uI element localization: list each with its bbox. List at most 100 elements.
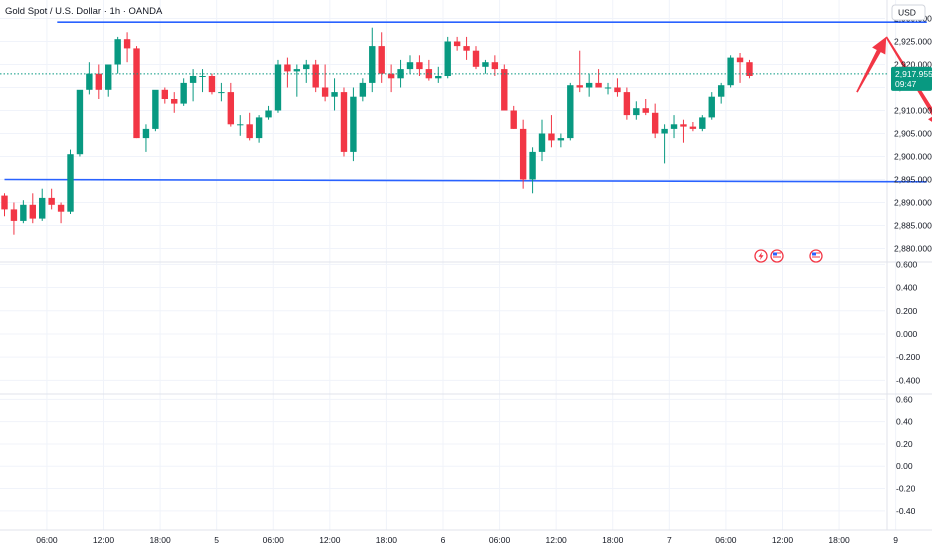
- candle-body: [519, 128, 527, 180]
- candle-body: [614, 87, 621, 93]
- lightning-event-icon[interactable]: [754, 249, 768, 263]
- candle: [218, 82, 225, 102]
- candle: [123, 32, 131, 63]
- candle-body: [274, 64, 282, 111]
- candle-body: [171, 99, 178, 104]
- y-tick-label: 2,910.000: [894, 106, 932, 116]
- candle-body: [123, 39, 131, 49]
- candle: [435, 66, 442, 83]
- y-tick-label: 0.40: [896, 417, 913, 427]
- candle: [642, 99, 649, 116]
- x-tick-label: 06:00: [715, 535, 737, 545]
- candle-body: [265, 110, 272, 118]
- candle: [86, 62, 93, 95]
- candle: [1, 193, 8, 217]
- us-flag-event-icon[interactable]: [770, 249, 784, 263]
- candle: [680, 119, 687, 143]
- y-tick-label: 2,920.000: [894, 60, 932, 70]
- candle-body: [623, 92, 631, 116]
- candlesticks: [1, 27, 753, 235]
- candle-body: [604, 87, 612, 89]
- candle: [114, 36, 121, 74]
- forecast-arrows: [856, 36, 932, 122]
- time-axis[interactable]: 06:00 12:00 18:00 5 06:00 12:00 18:00 6 06:00 12:…: [36, 535, 898, 545]
- candle: [284, 57, 291, 88]
- candle: [557, 133, 565, 148]
- candle: [142, 124, 150, 152]
- candle-body: [727, 57, 734, 86]
- candle-body: [633, 108, 640, 116]
- candle-body: [595, 82, 602, 88]
- y-tick-label: 0.20: [896, 439, 913, 449]
- candle: [717, 82, 725, 104]
- candle: [585, 73, 593, 97]
- candle-body: [312, 64, 319, 88]
- x-tick-label: 5: [214, 535, 219, 545]
- candle: [397, 59, 404, 88]
- candle: [161, 87, 169, 104]
- candle: [67, 149, 74, 214]
- y-tick-label: 0.600: [896, 259, 918, 269]
- candle: [255, 115, 263, 143]
- candle: [359, 78, 367, 102]
- candle: [519, 119, 527, 189]
- price-axis[interactable]: 2,930.0002,925.0002,920.0002,915.0002,91…: [894, 14, 932, 516]
- candle: [208, 73, 216, 95]
- candle-body: [331, 92, 338, 97]
- candle-body: [510, 110, 517, 129]
- y-tick-label: 0.60: [896, 394, 913, 404]
- candle-body: [680, 124, 687, 127]
- candle-body: [472, 50, 480, 67]
- candle-body: [585, 82, 593, 88]
- candle-body: [425, 69, 433, 79]
- candle-body: [567, 85, 574, 139]
- candle: [189, 69, 197, 102]
- us-flag-event-icon[interactable]: [809, 249, 823, 263]
- candle: [199, 69, 206, 93]
- candle: [576, 50, 583, 93]
- candle: [661, 124, 668, 164]
- x-tick-label: 12:00: [319, 535, 341, 545]
- candle: [463, 36, 470, 60]
- x-tick-label: 7: [667, 535, 672, 545]
- y-tick-label: 2,900.000: [894, 152, 932, 162]
- candle: [453, 36, 461, 51]
- y-tick-label: 0.200: [896, 306, 918, 316]
- candle: [510, 105, 517, 129]
- candle: [501, 64, 508, 111]
- y-tick-label: 2,895.000: [894, 175, 932, 185]
- candle: [29, 193, 36, 224]
- currency-button[interactable]: USD: [891, 4, 926, 21]
- candle-body: [538, 133, 546, 152]
- x-tick-label: 12:00: [772, 535, 794, 545]
- candle: [472, 46, 480, 70]
- candle-body: [321, 87, 329, 97]
- candle-body: [746, 62, 753, 76]
- candle-body: [548, 133, 555, 141]
- candle: [538, 119, 546, 162]
- candle: [133, 46, 140, 139]
- candle-body: [105, 64, 112, 90]
- candle: [10, 202, 18, 235]
- candle: [321, 64, 329, 102]
- event-icons: [754, 249, 823, 263]
- candle: [265, 105, 272, 120]
- candle: [95, 64, 102, 99]
- y-tick-label: 0.400: [896, 283, 918, 293]
- candle-body: [180, 82, 187, 104]
- candle: [331, 78, 338, 111]
- candle-body: [557, 138, 565, 141]
- candle-body: [39, 197, 46, 219]
- candle: [180, 78, 187, 106]
- candle-body: [255, 117, 263, 139]
- y-tick-label: -0.40: [896, 506, 916, 516]
- up-arrow: [856, 36, 887, 93]
- candle-body: [717, 85, 725, 97]
- candle-body: [86, 73, 93, 90]
- candle-body: [1, 195, 8, 210]
- candle-body: [189, 76, 197, 83]
- y-tick-label: -0.400: [896, 375, 920, 385]
- candle: [708, 92, 715, 120]
- candle-body: [67, 154, 74, 212]
